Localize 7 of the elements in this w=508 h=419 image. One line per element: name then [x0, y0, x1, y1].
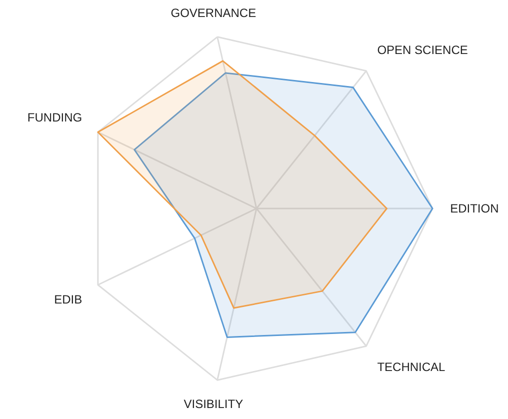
spoke-label: VISIBILITY	[184, 397, 244, 412]
spoke-label: TECHNICAL	[377, 360, 446, 374]
spoke-label: GOVERNANCE	[170, 6, 256, 20]
spoke-label: FUNDING	[27, 110, 82, 124]
spoke-label: EDIB	[54, 292, 82, 306]
spoke-label: EDITION	[450, 202, 499, 216]
spoke-label: OPEN SCIENCE	[377, 43, 468, 58]
